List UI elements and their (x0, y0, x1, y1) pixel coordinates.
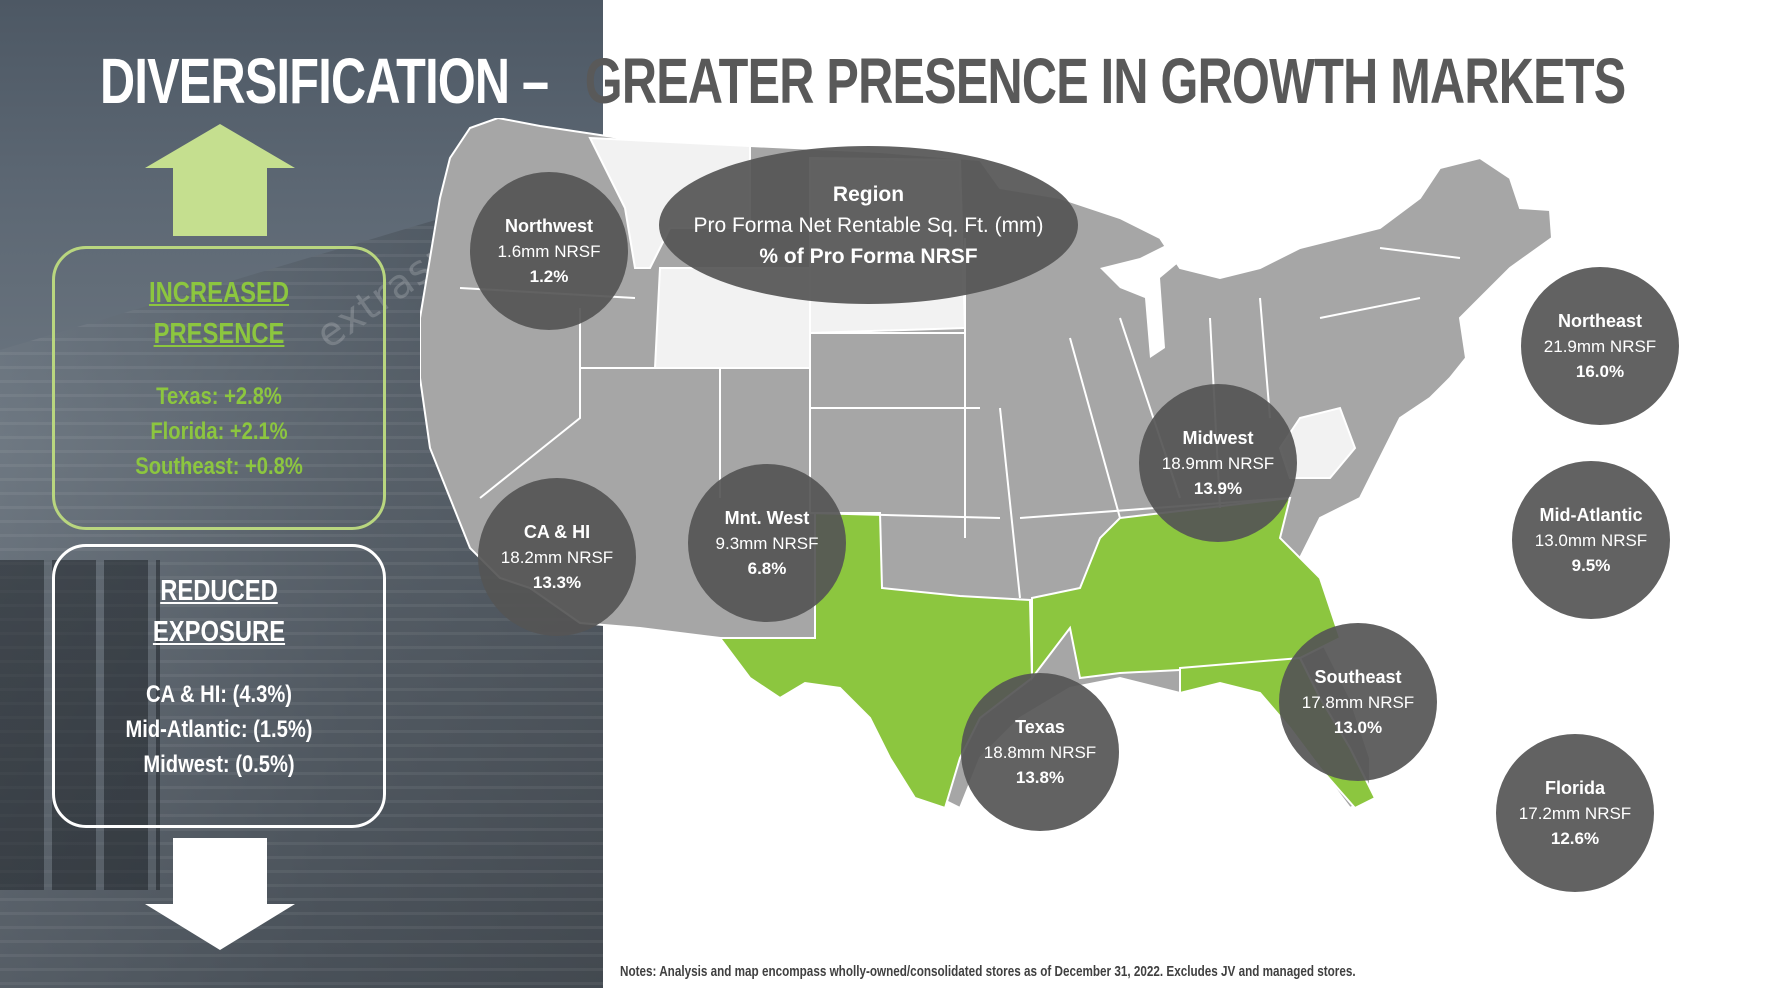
region-name: Southeast (1314, 666, 1402, 687)
title-part-diversification: DIVERSIFICATION – (100, 45, 549, 117)
region-name: Midwest (1182, 427, 1254, 448)
region-pct: 16.0% (1575, 361, 1625, 381)
legend-nrsf-label: Pro Forma Net Rentable Sq. Ft. (mm) (693, 213, 1044, 237)
region-bubble-florida: Florida 17.2mm NRSF 12.6% (1496, 734, 1654, 892)
region-pct: 13.9% (1193, 478, 1243, 498)
footnote-notes: Notes: Analysis and map encompass wholly… (620, 963, 1356, 980)
region-nrsf: 17.2mm NRSF (1518, 803, 1632, 823)
region-name: Northeast (1557, 310, 1642, 331)
region-pct: 12.6% (1550, 828, 1600, 848)
region-nrsf: 18.2mm NRSF (500, 547, 614, 567)
region-bubble-northwest: Northwest 1.6mm NRSF 1.2% (470, 172, 628, 330)
region-pct: 9.5% (1571, 555, 1611, 575)
region-texas-shape (718, 512, 1034, 810)
region-nrsf: 1.6mm NRSF (497, 241, 601, 261)
reduced-item-midwest: Midwest: (0.5%) (143, 751, 295, 778)
great-lakes-shape (1100, 238, 1190, 358)
reduced-item-mid-atlantic: Mid-Atlantic: (1.5%) (125, 716, 313, 743)
region-bubble-northeast: Northeast 21.9mm NRSF 16.0% (1521, 267, 1679, 425)
reduced-list: CA & HI: (4.3%) Mid-Atlantic: (1.5%) Mid… (55, 677, 383, 782)
increased-list: Texas: +2.8% Florida: +2.1% Southeast: +… (55, 379, 383, 484)
region-southeast-shape (1031, 496, 1342, 681)
region-pct: 6.8% (747, 558, 787, 578)
increased-item-texas: Texas: +2.8% (156, 383, 282, 410)
region-nrsf: 13.0mm NRSF (1534, 530, 1648, 550)
arrow-down-icon (145, 838, 295, 950)
region-bubble-mnt-west: Mnt. West 9.3mm NRSF 6.8% (688, 464, 846, 622)
title-part-growth-markets: GREATER PRESENCE IN GROWTH MARKETS (584, 45, 1626, 117)
legend-pct-label: % of Pro Forma NRSF (759, 244, 978, 268)
region-nrsf: 9.3mm NRSF (715, 533, 819, 553)
region-pct: 1.2% (529, 266, 569, 286)
arrow-up-icon (145, 124, 295, 236)
reduced-item-ca-hi: CA & HI: (4.3%) (145, 681, 292, 708)
increased-heading-line1: INCREASED (148, 277, 290, 309)
region-nrsf: 21.9mm NRSF (1543, 336, 1657, 356)
region-name: CA & HI (523, 521, 591, 542)
increased-item-florida: Florida: +2.1% (150, 418, 288, 445)
region-nrsf: 18.8mm NRSF (983, 742, 1097, 762)
region-bubble-mid-atlantic: Mid-Atlantic 13.0mm NRSF 9.5% (1512, 461, 1670, 619)
region-bubble-texas: Texas 18.8mm NRSF 13.8% (961, 673, 1119, 831)
region-name: Mid-Atlantic (1539, 504, 1643, 525)
map-legend-bubble: Region Pro Forma Net Rentable Sq. Ft. (m… (659, 146, 1078, 304)
region-nrsf: 17.8mm NRSF (1301, 692, 1415, 712)
region-bubble-southeast: Southeast 17.8mm NRSF 13.0% (1279, 623, 1437, 781)
reduced-heading-line2: EXPOSURE (152, 616, 286, 648)
region-pct: 13.3% (532, 572, 582, 592)
increased-heading-line2: PRESENCE (153, 318, 285, 350)
region-pct: 13.0% (1333, 717, 1383, 737)
region-name: Texas (1015, 716, 1065, 737)
region-name: Florida (1544, 777, 1605, 798)
region-bubble-midwest: Midwest 18.9mm NRSF 13.9% (1139, 384, 1297, 542)
region-name: Northwest (504, 215, 593, 236)
region-nrsf: 18.9mm NRSF (1161, 453, 1275, 473)
region-pct: 13.8% (1015, 767, 1065, 787)
reduced-exposure-box: REDUCED EXPOSURE CA & HI: (4.3%) Mid-Atl… (52, 544, 386, 828)
region-name: Mnt. West (724, 507, 810, 528)
legend-region-label: Region (832, 182, 905, 206)
region-bubble-ca-hi: CA & HI 18.2mm NRSF 13.3% (478, 478, 636, 636)
reduced-heading-line1: REDUCED (160, 575, 278, 607)
increased-presence-box: INCREASED PRESENCE Texas: +2.8% Florida:… (52, 246, 386, 530)
building-windows-image (0, 560, 160, 890)
page-title: DIVERSIFICATION – GREATER PRESENCE IN GRO… (100, 36, 1626, 126)
increased-item-southeast: Southeast: +0.8% (135, 453, 303, 480)
